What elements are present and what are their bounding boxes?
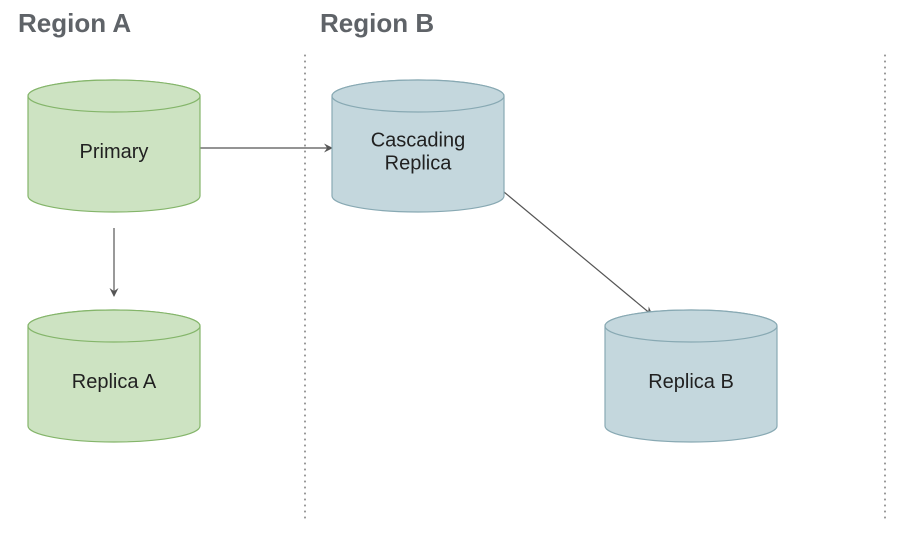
node-replica-b-label: Replica B [648,371,734,393]
edge-cascading-to-replica-b [504,192,652,315]
node-replica-a: Replica A [28,310,200,442]
region-a-title: Region A [18,8,131,38]
region-b-title: Region B [320,8,434,38]
node-replica-a-label: Replica A [72,371,157,393]
node-replica-b: Replica B [605,310,777,442]
node-cascading-label-0: Cascading [371,130,466,152]
node-cascading-label-1: Replica [385,153,453,175]
node-primary-label: Primary [80,141,149,163]
node-primary: Primary [28,80,200,212]
node-cascading: CascadingReplica [332,80,504,212]
